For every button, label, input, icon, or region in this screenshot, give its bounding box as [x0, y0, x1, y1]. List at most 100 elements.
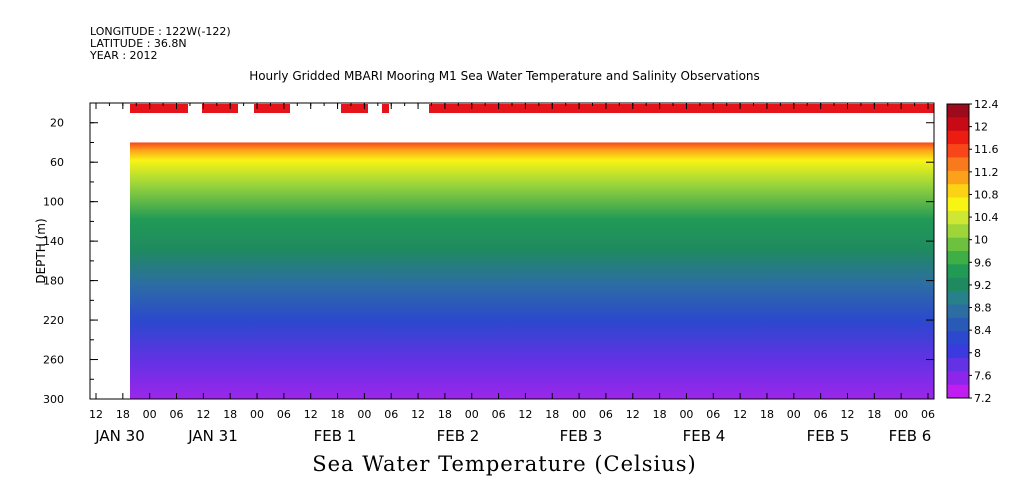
x-hour-label: 06 [384, 408, 398, 421]
colorbar-swatch [947, 344, 969, 359]
x-axis: 12 18 00 06 12 18 00 06 12 18 00 06 12 18 00 06 12 18 00 06… [89, 103, 935, 445]
colorbar-swatch [947, 184, 969, 199]
colorbar-level-label: 10.8 [974, 188, 999, 201]
y-tick-label: 260 [43, 354, 64, 367]
colorbar-swatch [947, 197, 969, 212]
x-date-label: FEB 4 [683, 427, 726, 445]
x-hour-label: 00 [250, 408, 264, 421]
colorbar-swatch [947, 130, 969, 145]
colorbar-swatch [947, 264, 969, 279]
y-tick-label: 180 [43, 275, 64, 288]
surface-bar [130, 104, 188, 113]
y-tick-label: 20 [50, 117, 64, 130]
colorbar-frame [946, 103, 970, 399]
colorbar-swatch [947, 104, 969, 118]
chart-title: Hourly Gridded MBARI Mooring M1 Sea Wate… [249, 69, 760, 83]
x-date-label: FEB 5 [807, 427, 850, 445]
colorbar-level-label: 9.6 [974, 256, 992, 269]
colorbar-level-label: 10.4 [974, 211, 999, 224]
colorbar: 12.4 12 11.6 11.2 10.8 10.4 10 9.6 9.2 8.8 8.4 8 7.6… [946, 98, 999, 405]
colorbar-level-label: 12 [974, 121, 988, 134]
latitude-label: LATITUDE : 36.8N [90, 37, 187, 50]
x-hour-label: 00 [572, 408, 586, 421]
x-hour-label: 00 [894, 408, 908, 421]
colorbar-swatch [947, 331, 969, 346]
year-label: YEAR : 2012 [90, 49, 158, 62]
colorbar-swatch [947, 210, 969, 225]
surface-bar [382, 104, 389, 113]
surface-bar [202, 104, 238, 113]
x-hour-label: 18 [545, 408, 559, 421]
y-tick-label: 60 [50, 156, 64, 169]
x-hour-label: 18 [438, 408, 452, 421]
x-hour-label: 06 [492, 408, 506, 421]
x-hour-label: 06 [170, 408, 184, 421]
surface-bar [429, 104, 934, 113]
x-hour-label: 00 [465, 408, 479, 421]
colorbar-level-label: 12.4 [974, 98, 999, 111]
colorbar-level-label: 9.2 [974, 279, 992, 292]
temperature-contour-fill [130, 142, 934, 399]
x-date-label: FEB 1 [314, 427, 357, 445]
colorbar-swatch [947, 384, 969, 399]
colorbar-swatch [947, 144, 969, 158]
x-hour-label: 06 [277, 408, 291, 421]
colorbar-swatch [947, 237, 969, 252]
x-hour-label: 00 [357, 408, 371, 421]
y-tick-label: 140 [43, 235, 64, 248]
x-hour-label: 12 [626, 408, 640, 421]
colorbar-label: Sea Water Temperature (Celsius) [312, 452, 697, 476]
colorbar-level-label: 7.2 [974, 392, 992, 405]
colorbar-level-label: 10 [974, 234, 988, 247]
surface-observation-bars [130, 104, 934, 113]
x-hour-label: 12 [196, 408, 210, 421]
longitude-label: LONGITUDE : 122W(-122) [90, 25, 231, 38]
colorbar-swatch [947, 170, 969, 185]
x-hour-label: 12 [733, 408, 747, 421]
x-hour-label: 00 [787, 408, 801, 421]
colorbar-swatch [947, 371, 969, 386]
colorbar-level-label: 8.8 [974, 302, 992, 315]
colorbar-swatch [947, 117, 969, 132]
x-hour-label: 18 [331, 408, 345, 421]
colorbar-swatch [947, 304, 969, 319]
colorbar-swatch [947, 157, 969, 172]
y-tick-label: 220 [43, 314, 64, 327]
colorbar-swatch [947, 357, 969, 372]
surface-bar [341, 104, 368, 113]
x-hour-label: 00 [679, 408, 693, 421]
y-tick-label: 100 [43, 196, 64, 209]
x-hour-label: 06 [706, 408, 720, 421]
colorbar-level-label: 8.4 [974, 324, 992, 337]
colorbar-swatch [947, 224, 969, 239]
x-hour-label: 12 [411, 408, 425, 421]
x-hour-label: 06 [921, 408, 935, 421]
colorbar-swatch [947, 251, 969, 265]
x-hour-label: 18 [760, 408, 774, 421]
colorbar-swatch [947, 317, 969, 332]
colorbar-level-label: 11.6 [974, 143, 999, 156]
x-hour-label: 12 [518, 408, 532, 421]
y-tick-label: 300 [43, 393, 64, 406]
x-hour-label: 12 [840, 408, 854, 421]
x-date-label: FEB 2 [437, 427, 480, 445]
x-hour-label: 18 [223, 408, 237, 421]
x-hour-label: 12 [304, 408, 318, 421]
x-hour-label: 18 [653, 408, 667, 421]
x-hour-label: 18 [867, 408, 881, 421]
colorbar-swatch [947, 277, 969, 292]
colorbar-level-label: 8 [974, 347, 981, 360]
x-date-label: JAN 31 [187, 427, 238, 445]
x-hour-label: 18 [116, 408, 130, 421]
colorbar-swatch [947, 291, 969, 305]
x-hour-label: 00 [143, 408, 157, 421]
y-axis-label: DEPTH (m) [34, 218, 48, 283]
x-date-label: FEB 3 [560, 427, 603, 445]
x-date-label: JAN 30 [94, 427, 145, 445]
x-hour-label: 12 [89, 408, 103, 421]
x-hour-label: 06 [599, 408, 613, 421]
y-axis: 20 60 100 140 180 220 260 300 [43, 102, 934, 406]
colorbar-level-label: 7.6 [974, 369, 992, 382]
temperature-field [130, 142, 934, 399]
